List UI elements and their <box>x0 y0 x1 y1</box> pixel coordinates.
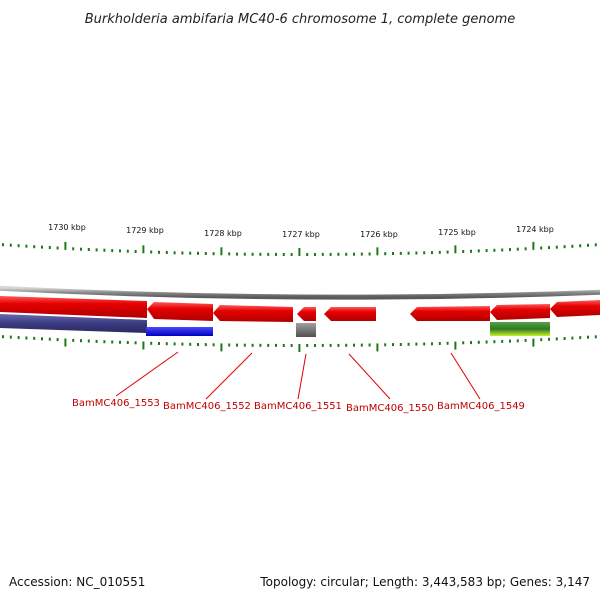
tick-label-1727: 1727 kbp <box>282 230 320 239</box>
scale-labels: 1730 kbp 1729 kbp 1728 kbp 1727 kbp 1726… <box>48 223 554 239</box>
leader-1553 <box>115 351 179 397</box>
accession-text: Accession: NC_010551 <box>9 575 145 589</box>
cog-block-green <box>490 322 550 336</box>
tick-label-1726: 1726 kbp <box>360 230 398 239</box>
leader-1549 <box>450 352 481 400</box>
cog-block-blue <box>146 327 213 336</box>
cog-track <box>0 314 550 337</box>
gene-label-1551[interactable]: BamMC406_1551 <box>254 401 342 412</box>
gene-label-1552[interactable]: BamMC406_1552 <box>163 401 251 412</box>
tick-label-1729: 1729 kbp <box>126 226 164 235</box>
gene-track <box>0 296 600 322</box>
tick-label-1728: 1728 kbp <box>204 229 242 238</box>
gene-label-1550[interactable]: BamMC406_1550 <box>346 403 434 414</box>
gene-arrow-1548[interactable] <box>550 300 600 317</box>
leader-1552 <box>205 352 253 400</box>
gene-arrow-1549b[interactable] <box>410 306 490 321</box>
cog-block-gray <box>296 323 316 337</box>
outer-scale-ticks <box>2 241 597 256</box>
gene-label-1549[interactable]: BamMC406_1549 <box>437 401 525 412</box>
cog-block-navy <box>0 314 147 333</box>
tick-label-1725: 1725 kbp <box>438 228 476 237</box>
gene-labels: BamMC406_1553 BamMC406_1552 BamMC406_155… <box>72 398 525 414</box>
tick-label-1724: 1724 kbp <box>516 225 554 234</box>
leader-1551 <box>297 353 307 400</box>
inner-scale-ticks <box>2 335 597 352</box>
leader-1550 <box>348 353 391 400</box>
gene-arrow-1551[interactable] <box>297 307 316 321</box>
label-leaders <box>115 351 481 400</box>
gene-arrow-1553[interactable] <box>0 296 147 318</box>
gene-arrow-1551b[interactable] <box>213 305 293 322</box>
tick-label-1730: 1730 kbp <box>48 223 86 232</box>
gene-arrow-1552[interactable] <box>147 302 213 321</box>
gene-label-1553[interactable]: BamMC406_1553 <box>72 398 160 409</box>
chromosome-backbone <box>0 285 600 300</box>
gene-arrow-1550[interactable] <box>324 307 376 321</box>
map-title: Burkholderia ambifaria MC40-6 chromosome… <box>85 12 515 27</box>
genome-summary-text: Topology: circular; Length: 3,443,583 bp… <box>259 575 590 589</box>
gene-arrow-1549[interactable] <box>490 304 550 320</box>
